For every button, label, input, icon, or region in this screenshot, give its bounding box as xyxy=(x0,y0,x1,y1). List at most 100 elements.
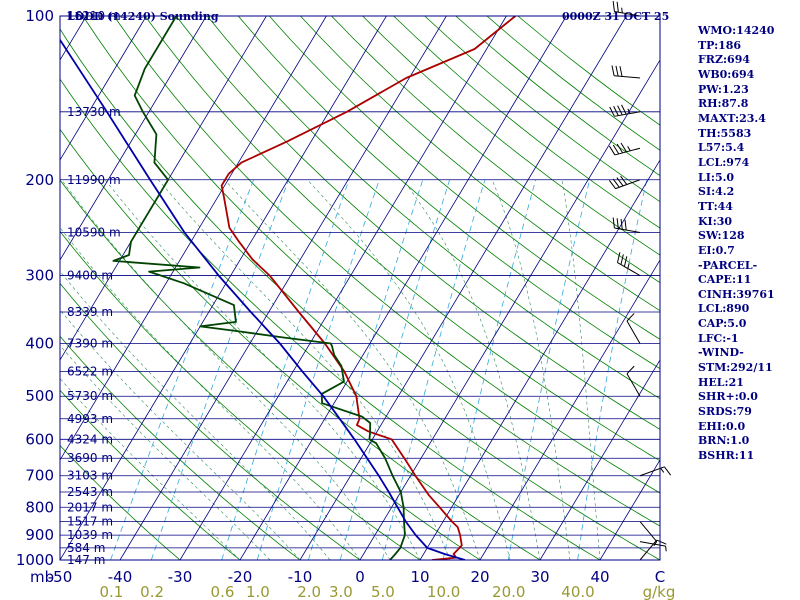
isotherm-line xyxy=(419,159,660,560)
index-item: MAXT:23.4 xyxy=(698,111,766,125)
wind-barb-flag xyxy=(620,218,623,230)
sounding-traces xyxy=(60,16,516,560)
wind-barb xyxy=(608,175,641,190)
index-item: SI:4.2 xyxy=(698,185,735,199)
temperature-tick-label: 20 xyxy=(470,568,489,586)
pressure-tick-label: 400 xyxy=(25,335,54,353)
mixing-ratio-label: 10.0 xyxy=(427,583,460,600)
moist-adiabat-line xyxy=(60,309,301,560)
index-item: WMO:14240 xyxy=(698,24,775,37)
wind-barb xyxy=(611,65,641,79)
mixing-ratio-label: 2.0 xyxy=(297,583,321,600)
index-item: STM:292/11 xyxy=(698,361,773,375)
corner-tick-label: C xyxy=(655,568,665,586)
isotherm-line xyxy=(299,16,627,560)
isotherm-line xyxy=(479,259,660,560)
parcel-trace xyxy=(60,38,466,560)
mixing-ratio-line xyxy=(150,179,290,560)
wind-barb-flag xyxy=(612,1,615,12)
pressure-tick-label: 900 xyxy=(25,526,54,544)
index-item: HEL:21 xyxy=(698,375,744,389)
pressure-tick-label: 500 xyxy=(25,387,54,405)
index-item: LI:5.0 xyxy=(698,170,735,184)
wind-barb-flag xyxy=(620,142,627,153)
mixing-ratio-line xyxy=(577,179,648,560)
wind-barb-flag xyxy=(623,256,628,267)
wind-barb-half-flag xyxy=(627,263,630,269)
wind-barb-flag xyxy=(624,219,627,231)
index-item: SRDS:79 xyxy=(698,405,752,419)
wind-barb-flag xyxy=(615,65,619,77)
wind-barb-shaft xyxy=(614,10,641,17)
wind-barb-flag xyxy=(620,175,628,185)
wind-barb-flag xyxy=(626,365,635,375)
wind-barb-flag xyxy=(611,65,615,76)
wind-barb xyxy=(612,217,641,233)
wind-barb xyxy=(612,1,641,17)
plot-frame xyxy=(59,15,661,561)
wind-barb-flag xyxy=(664,466,672,476)
wind-barb xyxy=(626,365,641,397)
pressure-tick-label: 600 xyxy=(25,430,54,448)
wind-barb-shaft xyxy=(614,227,641,233)
dry-adiabat-line xyxy=(60,28,660,560)
index-item: EI:0.7 xyxy=(698,243,735,257)
temperature-tick-label: -20 xyxy=(228,568,253,586)
mixing-ratio-label: 0.6 xyxy=(211,583,235,600)
isotherm-line xyxy=(60,16,147,161)
wind-barb-half-flag xyxy=(627,108,631,114)
index-item: LFC:-1 xyxy=(698,331,739,345)
wind-barb-half-flag xyxy=(665,546,667,552)
dry-adiabat-line xyxy=(331,16,660,284)
height-label: 584 m xyxy=(67,541,105,555)
dry-adiabat-line xyxy=(393,16,660,229)
isotherm-line xyxy=(60,16,207,261)
wind-barb-flag xyxy=(612,217,615,229)
index-item: RH:87.8 xyxy=(698,97,749,111)
index-item: CAPE:11 xyxy=(698,273,752,287)
index-item: L57:5.4 xyxy=(698,141,745,155)
dry-adiabat-line xyxy=(300,16,660,312)
mixing-ratio-line xyxy=(110,179,254,560)
moist-adiabat-line xyxy=(60,344,271,560)
wind-barb-flag xyxy=(612,144,620,155)
pressure-tick-label: 700 xyxy=(25,467,54,485)
height-label: 4993 m xyxy=(67,412,113,426)
moist-adiabat-line xyxy=(307,179,511,560)
mixing-ratio-line xyxy=(308,179,424,560)
index-item: WB0:694 xyxy=(698,67,755,81)
wind-barb-shaft xyxy=(615,179,641,190)
pressure-tick-label: 200 xyxy=(25,171,54,189)
isotherm-line xyxy=(60,16,327,461)
wind-barb-flag xyxy=(613,106,619,116)
wind-barb xyxy=(608,142,641,156)
temperature-tick-label: 0 xyxy=(355,568,365,586)
wind-barb-shaft xyxy=(626,373,641,397)
mixing-ratio-label: 40.0 xyxy=(561,583,594,600)
height-label: 4324 m xyxy=(67,432,113,446)
mixing-ratio-label: 3.0 xyxy=(329,583,353,600)
wind-barb-shaft xyxy=(639,541,666,547)
isotherm-line xyxy=(119,16,447,560)
mixing-ratio-label: 5.0 xyxy=(371,583,395,600)
dry-adiabat-line xyxy=(424,16,660,203)
mixing-ratio-label: 1.0 xyxy=(246,583,270,600)
isotherm-line xyxy=(359,59,660,560)
wind-barb-half-flag xyxy=(621,7,623,13)
dry-adiabat-line xyxy=(517,16,660,126)
index-item: KI:30 xyxy=(698,214,733,228)
moist-adiabat-line xyxy=(104,179,421,560)
index-item: SHR+:0.0 xyxy=(698,390,758,404)
mixing-ratio-unit-label: g/kg xyxy=(643,583,676,600)
wind-barbs xyxy=(608,1,672,561)
mixing-ratio-label: 20.0 xyxy=(492,583,525,600)
mixing-ratio-line xyxy=(442,179,537,560)
dry-adiabat-line xyxy=(82,16,660,527)
temperature-tick-label: -10 xyxy=(288,568,313,586)
wind-barb xyxy=(639,539,667,561)
mixing-ratio-label: 0.1 xyxy=(99,583,123,600)
index-item: CAP:5.0 xyxy=(698,317,747,331)
indices-panel: WMO:14240 TP:186 FRZ:694 WB0:694 PW:1.23 RH:8… xyxy=(698,24,775,464)
isotherm-line xyxy=(0,16,26,560)
